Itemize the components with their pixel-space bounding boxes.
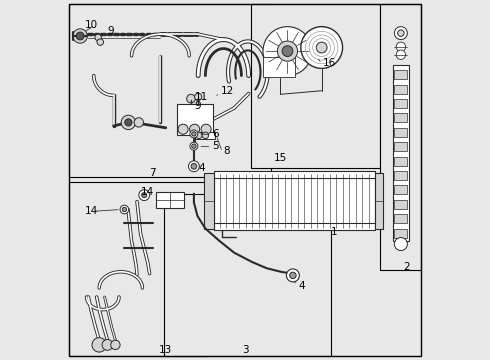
Circle shape (396, 42, 406, 51)
Circle shape (134, 118, 144, 127)
Circle shape (102, 339, 113, 350)
Text: 14: 14 (85, 206, 98, 216)
Circle shape (142, 193, 147, 198)
Circle shape (195, 93, 202, 100)
Circle shape (192, 132, 196, 136)
Text: 2: 2 (404, 262, 410, 272)
Circle shape (290, 272, 296, 279)
Text: 15: 15 (273, 153, 287, 163)
Bar (394, 185, 407, 194)
Circle shape (95, 34, 101, 41)
Circle shape (191, 163, 197, 169)
Bar (394, 113, 407, 122)
Circle shape (398, 30, 404, 36)
Text: 9: 9 (195, 101, 201, 111)
Circle shape (263, 27, 312, 76)
Circle shape (202, 132, 209, 139)
Circle shape (120, 205, 129, 214)
Circle shape (282, 46, 293, 57)
Circle shape (92, 338, 106, 352)
Circle shape (125, 119, 132, 126)
Bar (394, 85, 407, 94)
Bar (164, 194, 331, 356)
Bar (394, 171, 407, 180)
Bar (380, 4, 421, 270)
Text: 1: 1 (331, 227, 338, 237)
Circle shape (277, 41, 297, 61)
Circle shape (178, 124, 188, 134)
Bar (394, 142, 407, 151)
Circle shape (190, 130, 198, 138)
Bar (156, 192, 184, 208)
Circle shape (122, 207, 126, 212)
Circle shape (201, 124, 211, 134)
Bar (195, 132, 216, 139)
Bar (69, 182, 205, 356)
Text: 4: 4 (298, 281, 305, 291)
Bar (394, 70, 407, 79)
Text: 3: 3 (242, 345, 248, 355)
Text: 4: 4 (199, 163, 205, 174)
Bar (394, 99, 407, 108)
Bar (394, 214, 407, 223)
Circle shape (190, 124, 199, 134)
Text: 7: 7 (149, 168, 155, 178)
Bar (374, 173, 383, 229)
Text: 5: 5 (213, 141, 219, 151)
Circle shape (189, 161, 199, 172)
Circle shape (139, 190, 149, 201)
Circle shape (196, 132, 202, 139)
Bar (394, 157, 407, 166)
Circle shape (121, 115, 136, 130)
Text: 12: 12 (220, 86, 234, 96)
Text: 8: 8 (223, 146, 230, 156)
Circle shape (316, 42, 327, 53)
Circle shape (190, 142, 198, 150)
Circle shape (187, 94, 196, 103)
Bar (394, 200, 407, 209)
Text: 13: 13 (158, 345, 172, 355)
Circle shape (192, 144, 196, 148)
Circle shape (286, 269, 299, 282)
Bar (394, 229, 407, 238)
Text: 10: 10 (85, 20, 98, 30)
Text: 11: 11 (195, 92, 208, 102)
Bar (69, 4, 271, 177)
Text: 14: 14 (141, 186, 154, 197)
Bar (215, 171, 374, 230)
Circle shape (394, 27, 407, 40)
Bar (204, 173, 215, 229)
Circle shape (111, 340, 120, 350)
Circle shape (301, 27, 343, 68)
Circle shape (97, 39, 103, 45)
Text: 9: 9 (107, 26, 114, 36)
Circle shape (76, 32, 84, 40)
Bar (263, 57, 294, 77)
Bar (393, 65, 409, 241)
Circle shape (396, 50, 406, 59)
Bar (176, 104, 213, 135)
Text: 6: 6 (213, 129, 219, 139)
Bar (394, 128, 407, 137)
Bar (251, 4, 380, 168)
Circle shape (73, 29, 87, 43)
Text: 16: 16 (322, 58, 336, 68)
Circle shape (394, 238, 407, 251)
